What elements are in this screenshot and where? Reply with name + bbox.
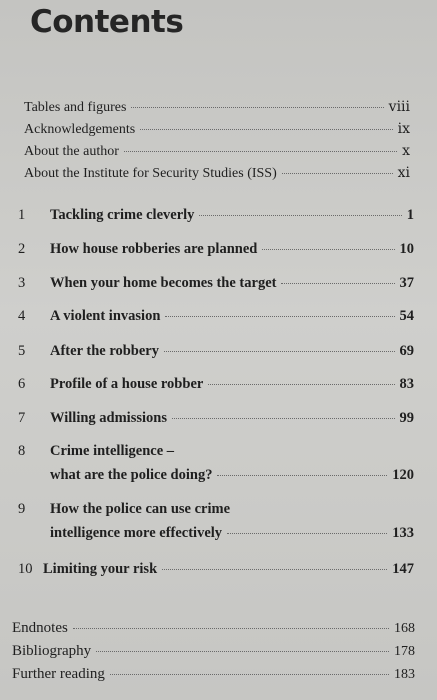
chapter-title: Profile of a house robber <box>50 376 204 392</box>
chapter-number: 9 <box>18 501 26 517</box>
toc-entry-label: About the author <box>24 144 119 159</box>
chapter-number: 4 <box>18 308 26 324</box>
leader-dots <box>281 173 393 174</box>
toc-chapter-entry: 1 Tackling crime cleverly 1 <box>18 207 414 224</box>
leader-dots <box>281 283 395 284</box>
toc-page-number: 37 <box>399 275 415 291</box>
chapter-title: Tackling crime cleverly <box>50 207 195 223</box>
leader-dots <box>131 107 384 108</box>
chapter-title-line1: How the police can use crime <box>50 501 231 517</box>
chapter-title-line2: intelligence more effectively <box>50 525 223 541</box>
leader-dots <box>262 249 395 250</box>
toc-front-entry: Tables and figures viii <box>24 99 410 116</box>
toc-entry-label: Further reading <box>12 666 105 682</box>
leader-dots <box>96 651 389 652</box>
chapter-title-line1: Crime intelligence – <box>50 443 175 459</box>
toc-page-number: 99 <box>399 410 415 426</box>
toc-entry-label: Bibliography <box>12 643 92 659</box>
chapter-title: After the robbery <box>50 343 159 359</box>
leader-dots <box>227 533 388 534</box>
toc-page-number: 120 <box>392 467 414 483</box>
toc-back-entry: Endnotes 168 <box>12 620 415 637</box>
toc-chapter-entry: 5 After the robbery 69 <box>18 343 414 360</box>
chapter-number: 7 <box>18 410 26 426</box>
toc-entry-label: About the Institute for Security Studies… <box>24 166 277 181</box>
leader-dots <box>164 351 395 352</box>
toc-page-number: x <box>402 143 410 159</box>
toc-front-entry: About the Institute for Security Studies… <box>24 165 410 182</box>
toc-page-number: 83 <box>399 376 415 392</box>
toc-chapter-entry: 2 How house robberies are planned 10 <box>18 241 414 258</box>
toc-chapter-entry: 7 Willing admissions 99 <box>18 410 414 427</box>
page-title: Contents <box>30 4 184 40</box>
leader-dots <box>109 674 389 675</box>
leader-dots <box>140 129 393 130</box>
leader-dots <box>199 215 402 216</box>
toc-page-number: 183 <box>394 667 415 682</box>
toc-page-number: ix <box>397 121 410 137</box>
chapter-number: 10 <box>18 561 33 577</box>
toc-chapter-entry: 3 When your home becomes the target 37 <box>18 275 414 292</box>
chapter-number: 3 <box>18 275 26 291</box>
leader-dots <box>165 316 395 317</box>
toc-back-entry: Bibliography 178 <box>12 643 415 660</box>
toc-page-number: 54 <box>399 308 415 324</box>
chapter-number: 8 <box>18 443 26 459</box>
toc-front-entry: Acknowledgements ix <box>24 121 410 138</box>
chapter-title: How house robberies are planned <box>50 241 258 257</box>
toc-page-number: 168 <box>394 621 415 636</box>
toc-entry-label: Acknowledgements <box>24 122 136 137</box>
chapter-number: 6 <box>18 376 26 392</box>
chapter-title: Limiting your risk <box>43 561 158 577</box>
leader-dots <box>72 628 389 629</box>
toc-chapter-entry: 10 Limiting your risk 147 <box>18 561 414 578</box>
toc-chapter-entry: 4 A violent invasion 54 <box>18 308 414 325</box>
chapter-title: Willing admissions <box>50 410 167 426</box>
toc-page-number: 10 <box>399 241 415 257</box>
chapter-title-line2: what are the police doing? <box>50 467 213 483</box>
toc-front-entry: About the author x <box>24 143 410 160</box>
toc-page-number: viii <box>388 99 410 115</box>
toc-chapter-entry: 6 Profile of a house robber 83 <box>18 376 414 393</box>
chapter-number: 2 <box>18 241 26 257</box>
toc-back-entry: Further reading 183 <box>12 666 415 683</box>
leader-dots <box>171 418 395 419</box>
toc-page-number: xi <box>397 165 410 181</box>
toc-entry-label: Tables and figures <box>24 100 127 115</box>
leader-dots <box>217 475 388 476</box>
toc-page-number: 1 <box>406 207 414 223</box>
chapter-number: 5 <box>18 343 26 359</box>
chapter-number: 1 <box>18 207 26 223</box>
leader-dots <box>162 569 388 570</box>
toc-page-number: 147 <box>392 561 414 577</box>
chapter-title: When your home becomes the target <box>50 275 277 291</box>
leader-dots <box>208 384 395 385</box>
toc-page-number: 69 <box>399 343 415 359</box>
toc-entry-label: Endnotes <box>12 620 68 636</box>
leader-dots <box>123 151 398 152</box>
toc-page-number: 133 <box>392 525 414 541</box>
chapter-title: A violent invasion <box>50 308 161 324</box>
toc-page-number: 178 <box>394 644 415 659</box>
